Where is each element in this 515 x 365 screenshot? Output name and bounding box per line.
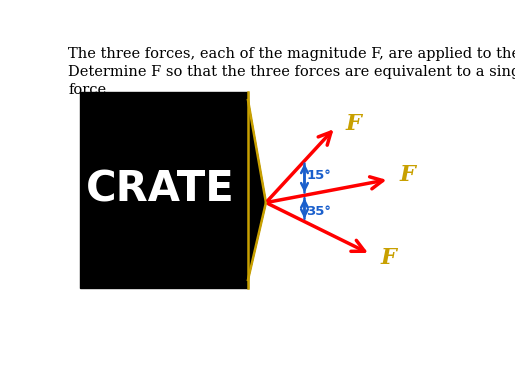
Text: F: F [381,247,396,269]
Text: The three forces, each of the magnitude F, are applied to the crate.
Determine F: The three forces, each of the magnitude … [68,47,515,97]
Polygon shape [248,100,266,280]
Text: F: F [346,114,361,135]
Bar [80,92,248,288]
Text: F: F [399,164,415,186]
Text: 35°: 35° [306,205,331,218]
Text: 15°: 15° [306,169,331,182]
Text: CRATE: CRATE [86,169,234,211]
